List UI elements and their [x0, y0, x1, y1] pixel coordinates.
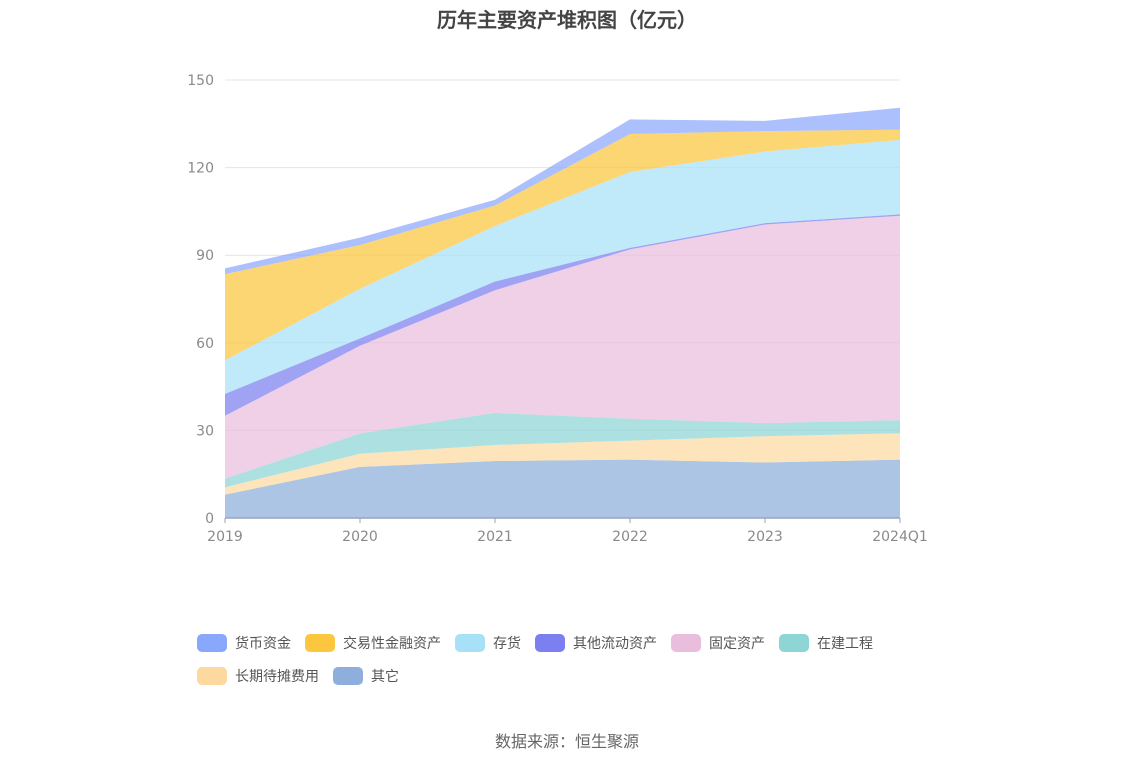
axes: 0 30 60 90 120 150 2019 2020 2021 2022 2023 2024Q1 — [187, 73, 928, 545]
legend-swatch — [197, 634, 227, 652]
legend-item[interactable]: 在建工程 — [779, 630, 873, 656]
x-tick-label: 2024Q1 — [872, 529, 928, 545]
legend-label: 在建工程 — [817, 636, 873, 652]
legend-item[interactable]: 存货 — [455, 630, 521, 656]
legend-swatch — [535, 634, 565, 652]
legend-item[interactable]: 其他流动资产 — [535, 630, 657, 656]
x-tick-label: 2020 — [342, 529, 378, 545]
x-tick-label: 2021 — [477, 529, 513, 545]
x-tick-label: 2023 — [747, 529, 783, 545]
legend-swatch — [333, 667, 363, 685]
legend-item[interactable]: 固定资产 — [671, 630, 765, 656]
legend-swatch — [197, 667, 227, 685]
legend-item[interactable]: 长期待摊费用 — [197, 663, 319, 689]
area-series-layer — [225, 107, 900, 518]
legend-label: 货币资金 — [235, 636, 291, 652]
area-series-e59ca8e5bbbae5b7a5e7a88b[interactable] — [225, 412, 900, 488]
legend-item[interactable]: 其它 — [333, 663, 399, 689]
legend-label: 其他流动资产 — [573, 636, 657, 652]
legend: 货币资金 交易性金融资产 存货 其他流动资产 固定资产 在建工程长期待摊费用 其它 — [197, 630, 957, 696]
area-series-e59bbae5ae9ae8b584e4baa7[interactable] — [225, 215, 900, 479]
legend-swatch — [455, 634, 485, 652]
legend-label: 长期待摊费用 — [235, 669, 319, 685]
legend-item[interactable]: 交易性金融资产 — [305, 630, 441, 656]
y-tick-label: 30 — [196, 423, 214, 439]
area-series-e995bfe69c9fe5be85e6918ae8b4b9e794a8[interactable] — [225, 433, 900, 495]
area-series-e585b6e5ae83[interactable] — [225, 459, 900, 518]
legend-label: 存货 — [493, 636, 521, 652]
legend-item[interactable]: 货币资金 — [197, 630, 291, 656]
legend-swatch — [305, 634, 335, 652]
x-tick-label: 2019 — [207, 529, 243, 545]
legend-swatch — [671, 634, 701, 652]
area-series-e4baa4e69893e680a7e98791e89e8de8b584e4baa7[interactable] — [225, 129, 900, 361]
area-series-e5ad98e8b4a7[interactable] — [225, 139, 900, 394]
y-tick-label: 150 — [187, 73, 214, 89]
x-tick-label: 2022 — [612, 529, 648, 545]
legend-label: 其它 — [371, 669, 399, 685]
y-tick-label: 60 — [196, 336, 214, 352]
legend-swatch — [779, 634, 809, 652]
area-series-e8b4a7e5b881e8b584e98791[interactable] — [225, 107, 900, 275]
y-tick-label: 120 — [187, 161, 214, 177]
source-note: 数据来源：恒生聚源 — [494, 732, 639, 751]
legend-label: 固定资产 — [709, 636, 765, 652]
y-tick-label: 90 — [196, 248, 214, 264]
chart-title: 历年主要资产堆积图（亿元） — [437, 8, 697, 32]
legend-label: 交易性金融资产 — [343, 636, 441, 652]
y-tick-label: 0 — [205, 511, 214, 527]
